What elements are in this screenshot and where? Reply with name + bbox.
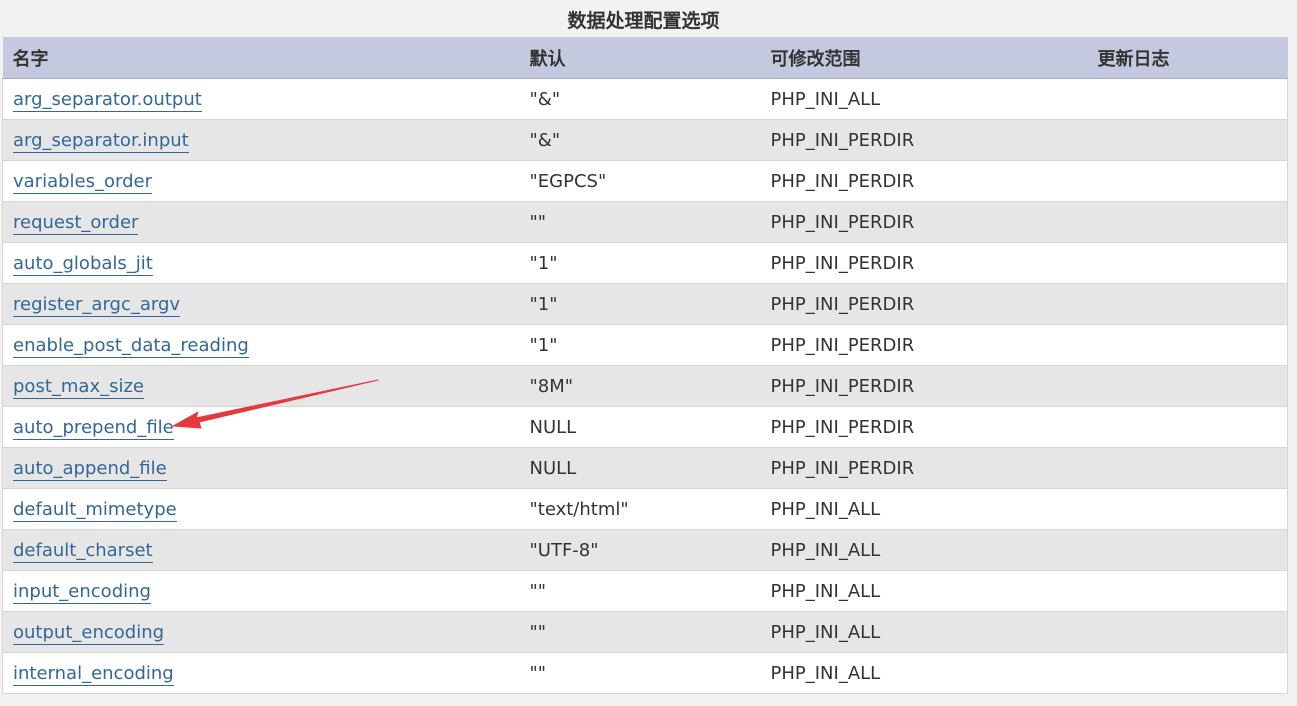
table-row: default_mimetype "text/html" PHP_INI_ALL bbox=[2, 488, 1288, 530]
default-value-cell: "" bbox=[519, 652, 761, 694]
option-name-cell: default_charset bbox=[2, 529, 520, 571]
table-row: enable_post_data_reading "1" PHP_INI_PERDI… bbox=[2, 324, 1288, 366]
changeable-scope-cell: PHP_INI_ALL bbox=[760, 611, 1088, 653]
option-name-cell: request_order bbox=[2, 201, 520, 243]
table-row: register_argc_argv "1" PHP_INI_PERDIR bbox=[2, 283, 1288, 325]
option-name-link[interactable]: register_argc_argv bbox=[13, 293, 181, 317]
option-name-cell: post_max_size bbox=[2, 365, 520, 407]
default-value-cell: "8M" bbox=[519, 365, 761, 407]
table-row: arg_separator.input "&" PHP_INI_PERDIR bbox=[2, 119, 1288, 161]
default-value-cell: "text/html" bbox=[519, 488, 761, 530]
option-name-link[interactable]: auto_prepend_file bbox=[13, 416, 174, 440]
changelog-cell bbox=[1087, 488, 1288, 530]
option-name-cell: default_mimetype bbox=[2, 488, 520, 530]
option-name-link[interactable]: auto_globals_jit bbox=[13, 252, 153, 276]
changeable-scope-cell: PHP_INI_PERDIR bbox=[760, 160, 1088, 202]
option-name-cell: output_encoding bbox=[2, 611, 520, 653]
changeable-scope-cell: PHP_INI_ALL bbox=[760, 529, 1088, 571]
changeable-scope-cell: PHP_INI_ALL bbox=[760, 652, 1088, 694]
option-name-link[interactable]: output_encoding bbox=[13, 621, 165, 645]
default-value-cell: "1" bbox=[519, 242, 761, 284]
changeable-scope-cell: PHP_INI_ALL bbox=[760, 570, 1088, 612]
changeable-scope-cell: PHP_INI_PERDIR bbox=[760, 242, 1088, 284]
default-value-cell: NULL bbox=[519, 406, 761, 448]
table-row: output_encoding "" PHP_INI_ALL bbox=[2, 611, 1288, 653]
table-header-row: 名字 默认 可修改范围 更新日志 bbox=[2, 37, 1288, 79]
changelog-cell bbox=[1087, 119, 1288, 161]
table-row: default_charset "UTF-8" PHP_INI_ALL bbox=[2, 529, 1288, 571]
option-name-link[interactable]: variables_order bbox=[13, 170, 152, 194]
changelog-cell bbox=[1087, 529, 1288, 571]
option-name-link[interactable]: enable_post_data_reading bbox=[13, 334, 249, 358]
changelog-cell bbox=[1087, 201, 1288, 243]
default-value-cell: "&" bbox=[519, 78, 761, 120]
changeable-scope-cell: PHP_INI_ALL bbox=[760, 488, 1088, 530]
default-value-cell: "" bbox=[519, 611, 761, 653]
option-name-link[interactable]: default_charset bbox=[13, 539, 153, 563]
changelog-cell bbox=[1087, 447, 1288, 489]
table-row: post_max_size "8M" PHP_INI_PERDIR bbox=[2, 365, 1288, 407]
changeable-scope-cell: PHP_INI_PERDIR bbox=[760, 447, 1088, 489]
column-header-changeable: 可修改范围 bbox=[760, 37, 1088, 79]
option-name-cell: auto_append_file bbox=[2, 447, 520, 489]
option-name-cell: auto_prepend_file bbox=[2, 406, 520, 448]
changeable-scope-cell: PHP_INI_PERDIR bbox=[760, 283, 1088, 325]
default-value-cell: "&" bbox=[519, 119, 761, 161]
table-row: auto_prepend_file NULL PHP_INI_PERDIR bbox=[2, 406, 1288, 448]
changelog-cell bbox=[1087, 611, 1288, 653]
changelog-cell bbox=[1087, 570, 1288, 612]
table-row: arg_separator.output "&" PHP_INI_ALL bbox=[2, 78, 1288, 120]
option-name-cell: auto_globals_jit bbox=[2, 242, 520, 284]
default-value-cell: "" bbox=[519, 201, 761, 243]
option-name-cell: internal_encoding bbox=[2, 652, 520, 694]
option-name-cell: input_encoding bbox=[2, 570, 520, 612]
changelog-cell bbox=[1087, 365, 1288, 407]
changelog-cell bbox=[1087, 406, 1288, 448]
table-caption: 数据处理配置选项 bbox=[567, 10, 720, 32]
option-name-cell: arg_separator.input bbox=[2, 119, 520, 161]
column-header-default: 默认 bbox=[519, 37, 761, 79]
table-row: variables_order "EGPCS" PHP_INI_PERDIR bbox=[2, 160, 1288, 202]
option-name-cell: enable_post_data_reading bbox=[2, 324, 520, 366]
changelog-cell bbox=[1087, 78, 1288, 120]
option-name-link[interactable]: arg_separator.output bbox=[13, 88, 202, 112]
changeable-scope-cell: PHP_INI_PERDIR bbox=[760, 365, 1088, 407]
changelog-cell bbox=[1087, 652, 1288, 694]
option-name-link[interactable]: internal_encoding bbox=[13, 662, 174, 686]
changeable-scope-cell: PHP_INI_ALL bbox=[760, 78, 1088, 120]
changeable-scope-cell: PHP_INI_PERDIR bbox=[760, 324, 1088, 366]
table-row: input_encoding "" PHP_INI_ALL bbox=[2, 570, 1288, 612]
default-value-cell: "1" bbox=[519, 283, 761, 325]
column-header-name: 名字 bbox=[2, 37, 520, 79]
default-value-cell: "UTF-8" bbox=[519, 529, 761, 571]
table-row: request_order "" PHP_INI_PERDIR bbox=[2, 201, 1288, 243]
changelog-cell bbox=[1087, 160, 1288, 202]
changeable-scope-cell: PHP_INI_PERDIR bbox=[760, 201, 1088, 243]
table-row: auto_append_file NULL PHP_INI_PERDIR bbox=[2, 447, 1288, 489]
table-row: auto_globals_jit "1" PHP_INI_PERDIR bbox=[2, 242, 1288, 284]
table-row: internal_encoding "" PHP_INI_ALL bbox=[2, 652, 1288, 694]
option-name-link[interactable]: default_mimetype bbox=[13, 498, 177, 522]
option-name-link[interactable]: arg_separator.input bbox=[13, 129, 189, 153]
option-name-link[interactable]: request_order bbox=[13, 211, 139, 235]
default-value-cell: "1" bbox=[519, 324, 761, 366]
changeable-scope-cell: PHP_INI_PERDIR bbox=[760, 119, 1088, 161]
default-value-cell: "EGPCS" bbox=[519, 160, 761, 202]
changelog-cell bbox=[1087, 242, 1288, 284]
changelog-cell bbox=[1087, 283, 1288, 325]
config-options-table: 名字 默认 可修改范围 更新日志 arg_separator.output "&"… bbox=[2, 37, 1288, 694]
option-name-link[interactable]: post_max_size bbox=[13, 375, 144, 399]
changeable-scope-cell: PHP_INI_PERDIR bbox=[760, 406, 1088, 448]
changelog-cell bbox=[1087, 324, 1288, 366]
option-name-link[interactable]: input_encoding bbox=[13, 580, 151, 604]
option-name-cell: register_argc_argv bbox=[2, 283, 520, 325]
option-name-cell: arg_separator.output bbox=[2, 78, 520, 120]
default-value-cell: NULL bbox=[519, 447, 761, 489]
column-header-changelog: 更新日志 bbox=[1087, 37, 1288, 79]
default-value-cell: "" bbox=[519, 570, 761, 612]
option-name-link[interactable]: auto_append_file bbox=[13, 457, 167, 481]
option-name-cell: variables_order bbox=[2, 160, 520, 202]
